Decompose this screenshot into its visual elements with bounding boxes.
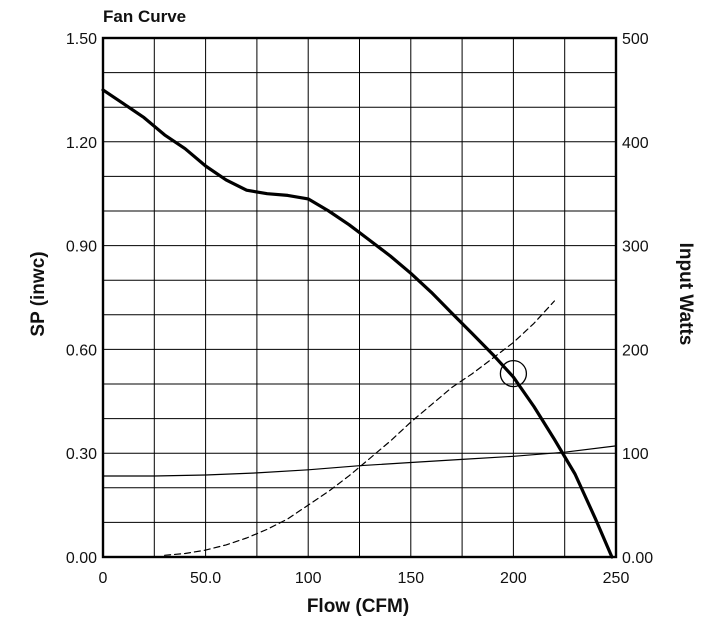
y-axis-title: SP (inwc)	[28, 251, 49, 336]
tick-labels: 0 50.0 100 150 200 250 0.00 0.30 0.60 0.90 1.20 1.5…	[66, 31, 653, 587]
y-tick-label: 0.60	[66, 342, 97, 359]
y-tick-label: 0.00	[66, 550, 97, 567]
y-tick-label: 0.30	[66, 446, 97, 463]
y-tick-label: 1.20	[66, 135, 97, 152]
x-tick-label: 0	[99, 570, 108, 587]
grid-lines	[103, 38, 616, 557]
x-tick-label: 100	[295, 570, 322, 587]
x-axis-title: Flow (CFM)	[307, 596, 409, 617]
x-tick-label: 150	[397, 570, 424, 587]
y2-tick-label: 400	[622, 135, 649, 152]
x-tick-label: 50.0	[190, 570, 221, 587]
x-tick-label: 250	[603, 570, 630, 587]
series-layer	[101, 88, 617, 559]
annotation-layer	[499, 359, 528, 388]
y2-tick-label: 100	[622, 446, 649, 463]
y-tick-label: 0.90	[66, 239, 97, 256]
y2-tick-label: 0.00	[622, 550, 653, 567]
plot-border	[101, 36, 618, 559]
y2-axis-title: Input Watts	[675, 243, 696, 346]
static-pressure-curve	[101, 88, 614, 559]
y2-tick-label: 500	[622, 31, 649, 48]
y2-tick-label: 200	[622, 342, 649, 359]
x-tick-label: 200	[500, 570, 527, 587]
input-watts-curve	[102, 445, 617, 477]
chart-title: Fan Curve	[103, 7, 186, 26]
y2-tick-label: 300	[622, 239, 649, 256]
y-tick-label: 1.50	[66, 31, 97, 48]
operating-point-marker	[499, 359, 528, 388]
system-curve	[164, 300, 556, 556]
